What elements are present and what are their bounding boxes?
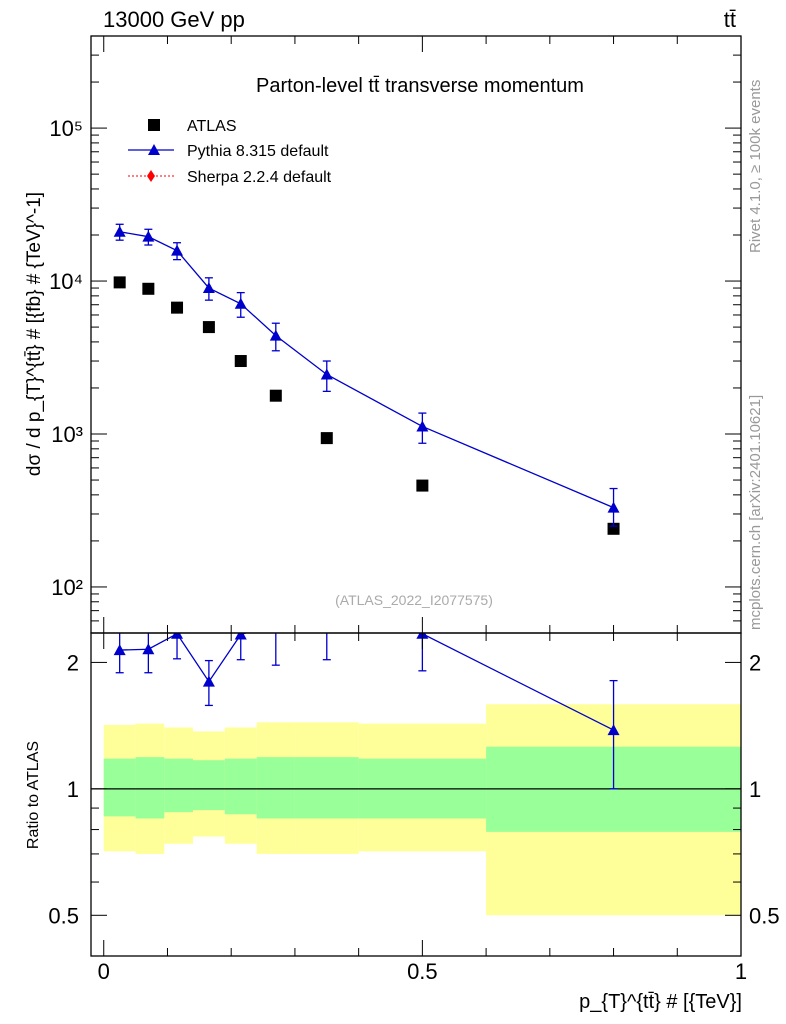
atlas-point bbox=[320, 432, 333, 445]
legend-pythia-label: Pythia 8.315 default bbox=[187, 143, 329, 160]
ratio-panel: Ratio to ATLAS p_{T}^{tt̄} # [{TeV}] 0.5… bbox=[25, 608, 780, 1013]
ratio-pythia-point bbox=[142, 643, 155, 655]
ratio-y-tick-label-left: 0.5 bbox=[48, 903, 79, 928]
band-inner bbox=[294, 757, 359, 819]
pythia-point bbox=[269, 329, 282, 341]
atlas-point bbox=[142, 282, 155, 295]
ratio-y-tick-label-left: 1 bbox=[67, 777, 79, 802]
atlas-point bbox=[113, 276, 126, 289]
ratio-y-tick-label-right: 0.5 bbox=[749, 903, 780, 928]
legend-sherpa-label: Sherpa 2.2.4 default bbox=[187, 169, 332, 186]
rivet-label: Rivet 4.1.0, ≥ 100k events bbox=[747, 80, 764, 253]
pythia-point bbox=[171, 244, 184, 256]
header-left-label: 13000 GeV pp bbox=[103, 7, 245, 32]
band-inner bbox=[135, 757, 165, 819]
ratio-pythia-point bbox=[270, 618, 282, 629]
pythia-point bbox=[234, 297, 247, 309]
pythia-point bbox=[607, 501, 620, 513]
band-inner bbox=[256, 757, 295, 819]
band-inner bbox=[192, 760, 225, 811]
band-inner bbox=[224, 758, 257, 815]
pythia-point bbox=[202, 282, 215, 294]
atlas-point bbox=[416, 479, 429, 492]
pythia-point bbox=[416, 420, 429, 432]
legend-pythia-marker bbox=[148, 144, 160, 155]
band-inner bbox=[103, 758, 136, 817]
legend: ATLAS Pythia 8.315 default Sherpa 2.2.4 … bbox=[128, 118, 332, 186]
pythia-point bbox=[113, 225, 126, 237]
ratio-y-tick-label-right: 2 bbox=[749, 650, 761, 675]
pythia-point bbox=[142, 230, 155, 242]
pythia-point bbox=[320, 368, 333, 380]
ratio-y-tick-label-right: 1 bbox=[749, 777, 761, 802]
ratio-ylabel: Ratio to ATLAS bbox=[25, 741, 42, 849]
ratio-x-tick-label: 0.5 bbox=[407, 959, 438, 984]
main-ylabel: dσ / d p_{T}^{tt̄} # [{fb} # {TeV}^-1] bbox=[24, 192, 45, 476]
pythia-line bbox=[119, 231, 614, 509]
atlas-point bbox=[234, 355, 247, 368]
legend-atlas-label: ATLAS bbox=[187, 118, 237, 135]
ratio-pythia-point bbox=[171, 633, 184, 639]
ratio-frame bbox=[90, 632, 742, 957]
main-y-tick-label: 10⁵ bbox=[49, 116, 83, 141]
ratio-pythia-point bbox=[321, 608, 333, 619]
ratio-x-tick-label: 0 bbox=[98, 959, 110, 984]
ratio-pythia-point bbox=[202, 675, 215, 687]
ratio-y-tick-label-left: 2 bbox=[67, 650, 79, 675]
atlas-point bbox=[202, 321, 215, 334]
main-title: Parton-level tt̄ transverse momentum bbox=[256, 75, 584, 97]
band-inner bbox=[164, 758, 193, 813]
ratio-xlabel: p_{T}^{tt̄} # [{TeV}] bbox=[579, 991, 742, 1013]
main-y-tick-label: 10³ bbox=[51, 422, 83, 447]
header-right-label: tt̄ bbox=[724, 7, 736, 32]
mcplots-label: mcplots.cern.ch [arXiv:2401.10621] bbox=[747, 395, 764, 630]
watermark: (ATLAS_2022_I2077575) bbox=[335, 592, 493, 608]
ratio-pythia-point bbox=[113, 644, 126, 656]
ratio-x-tick-label: 1 bbox=[735, 959, 747, 984]
ratio-pythia-point bbox=[607, 724, 620, 736]
legend-sherpa-marker bbox=[147, 170, 155, 182]
main-y-tick-label: 10⁴ bbox=[49, 269, 83, 294]
atlas-point bbox=[269, 389, 282, 402]
atlas-point bbox=[171, 301, 184, 314]
main-panel: Parton-level tt̄ transverse momentum (AT… bbox=[24, 35, 742, 634]
legend-atlas-marker bbox=[148, 119, 160, 131]
ratio-pythia-point bbox=[234, 633, 247, 640]
main-y-tick-label: 10² bbox=[51, 575, 83, 600]
